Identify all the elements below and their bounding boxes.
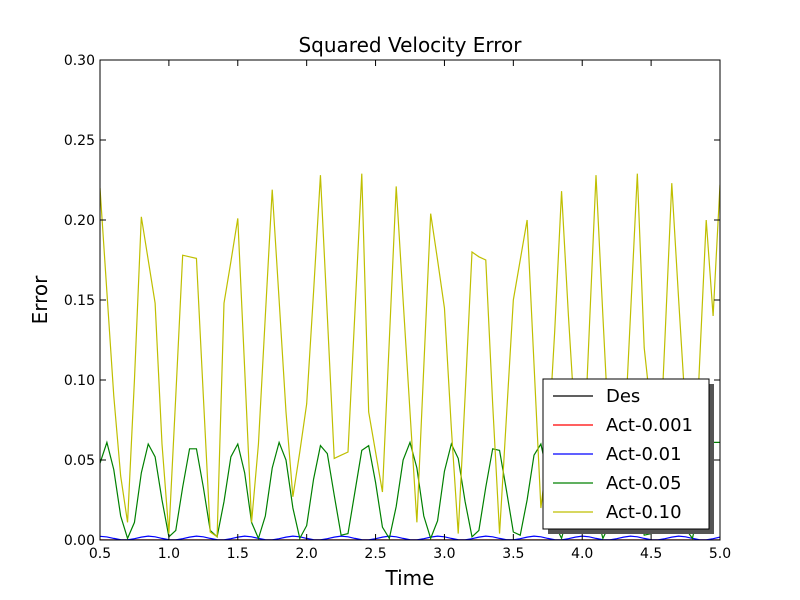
- legend: Des Act-0.001 Act-0.01 Act-0.05 Act-0.10: [542, 378, 714, 534]
- x-axis-label: Time: [385, 566, 435, 590]
- y-tick-label: 0.30: [64, 53, 95, 69]
- y-tick-label: 0.05: [64, 453, 95, 469]
- y-tick-label: 0.00: [64, 533, 95, 549]
- legend-label-4: Act-0.10: [606, 502, 682, 523]
- x-tick-label: 1.5: [227, 546, 249, 562]
- x-tick-label: 5.0: [709, 546, 731, 562]
- x-tick-label: 0.5: [89, 546, 111, 562]
- y-axis-label: Error: [28, 275, 52, 325]
- tick-layer: 0.5 1.0 1.5 2.0 2.5 3.0 3.5 4.0 4.5 5.0 0.00 0.05 0.…: [64, 53, 731, 562]
- x-tick-label: 4.5: [640, 546, 662, 562]
- chart-title: Squared Velocity Error: [298, 33, 522, 57]
- x-tick-label: 3.5: [502, 546, 524, 562]
- x-tick-label: 4.0: [571, 546, 593, 562]
- x-tick-label: 2.0: [296, 546, 318, 562]
- legend-label-2: Act-0.01: [606, 444, 682, 465]
- legend-label-3: Act-0.05: [606, 473, 682, 494]
- x-tick-label: 2.5: [364, 546, 386, 562]
- legend-label-1: Act-0.001: [606, 415, 693, 436]
- y-tick-label: 0.15: [64, 293, 95, 309]
- y-tick-label: 0.25: [64, 133, 95, 149]
- x-tick-label: 3.0: [433, 546, 455, 562]
- y-tick-label: 0.10: [64, 373, 95, 389]
- x-tick-label: 1.0: [158, 546, 180, 562]
- legend-label-0: Des: [606, 386, 640, 407]
- y-tick-label: 0.20: [64, 213, 95, 229]
